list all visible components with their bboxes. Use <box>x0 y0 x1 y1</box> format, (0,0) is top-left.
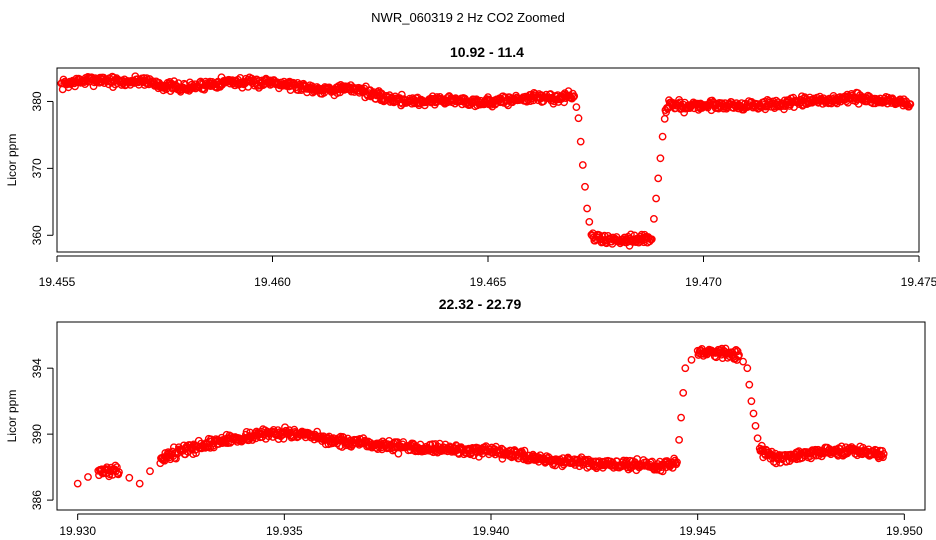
x-tick-label: 19.950 <box>886 524 923 538</box>
data-point <box>662 108 670 117</box>
panel-1-plot-frame <box>56 67 920 253</box>
panel-1: 10.92 - 11.4 Licor ppm 19.455 19.460 19.46… <box>5 44 936 289</box>
data-point <box>877 452 886 460</box>
x-tick-label: 19.470 <box>685 275 722 289</box>
data-point <box>658 132 667 141</box>
data-point <box>294 86 303 95</box>
data-point <box>394 449 403 458</box>
data-point <box>73 479 82 488</box>
y-tick-label: 370 <box>30 158 44 178</box>
panel-1-axes: 19.455 19.460 19.465 19.470 19.475 360 370 380 <box>30 91 936 289</box>
data-point <box>739 357 747 366</box>
data-point <box>837 442 846 451</box>
data-point <box>572 103 581 112</box>
panel-1-ylabel: Licor ppm <box>5 134 19 187</box>
panel-2-ylabel: Licor ppm <box>5 390 19 443</box>
data-point <box>735 351 743 359</box>
data-point <box>749 409 758 418</box>
data-point <box>585 217 594 226</box>
x-tick-label: 19.930 <box>59 524 96 538</box>
data-point <box>660 115 669 123</box>
data-point <box>906 100 915 109</box>
data-point <box>733 347 742 356</box>
x-tick-label: 19.455 <box>39 275 76 289</box>
data-point <box>687 355 696 364</box>
y-tick-label: 394 <box>30 358 44 378</box>
x-tick-label: 19.460 <box>254 275 291 289</box>
data-point <box>574 114 583 123</box>
y-tick-label: 390 <box>30 424 44 444</box>
data-point <box>681 364 690 373</box>
data-point <box>753 434 762 443</box>
data-point <box>879 453 887 462</box>
data-point <box>675 435 683 444</box>
data-point <box>647 235 656 244</box>
data-point <box>627 230 635 239</box>
data-point <box>581 182 589 191</box>
panel-2: 22.32 - 22.79 Licor ppm 19.930 19.935 19.9… <box>5 296 926 538</box>
data-point <box>656 154 665 163</box>
data-point <box>730 347 739 355</box>
x-tick-label: 19.935 <box>266 524 303 538</box>
panel-1-points <box>57 72 915 250</box>
figure-title: NWR_060319 2 Hz CO2 Zoomed <box>371 10 565 25</box>
data-point <box>146 467 154 476</box>
y-tick-label: 386 <box>30 490 44 510</box>
data-point <box>578 161 587 169</box>
data-point <box>679 388 688 397</box>
data-point <box>583 204 591 213</box>
x-tick-label: 19.475 <box>901 275 936 289</box>
data-point <box>743 364 752 373</box>
data-point <box>745 380 754 389</box>
panel-2-title: 22.32 - 22.79 <box>439 296 522 312</box>
data-point <box>115 468 123 476</box>
data-point <box>570 92 579 101</box>
data-point <box>125 473 134 482</box>
x-tick-label: 19.940 <box>473 524 510 538</box>
data-point <box>879 449 888 458</box>
panel-2-plot-frame <box>56 321 926 511</box>
data-point <box>677 413 685 422</box>
panel-1-title: 10.92 - 11.4 <box>450 44 524 60</box>
y-tick-label: 360 <box>30 225 44 245</box>
x-tick-label: 19.945 <box>679 524 716 538</box>
data-point <box>747 397 756 406</box>
data-point <box>576 137 585 146</box>
panel-2-points <box>73 344 888 488</box>
data-point <box>654 174 663 183</box>
data-point <box>71 82 79 91</box>
data-point <box>650 214 658 223</box>
x-tick-label: 19.465 <box>470 275 507 289</box>
y-tick-label: 380 <box>30 91 44 111</box>
data-point <box>673 458 681 467</box>
panel-2-axes: 19.930 19.935 19.940 19.945 19.950 386 390 394 <box>30 358 923 538</box>
data-point <box>751 421 760 430</box>
data-point <box>111 461 120 470</box>
data-point <box>84 473 92 481</box>
data-point <box>135 479 144 488</box>
data-point <box>200 85 209 94</box>
data-point <box>652 194 660 203</box>
